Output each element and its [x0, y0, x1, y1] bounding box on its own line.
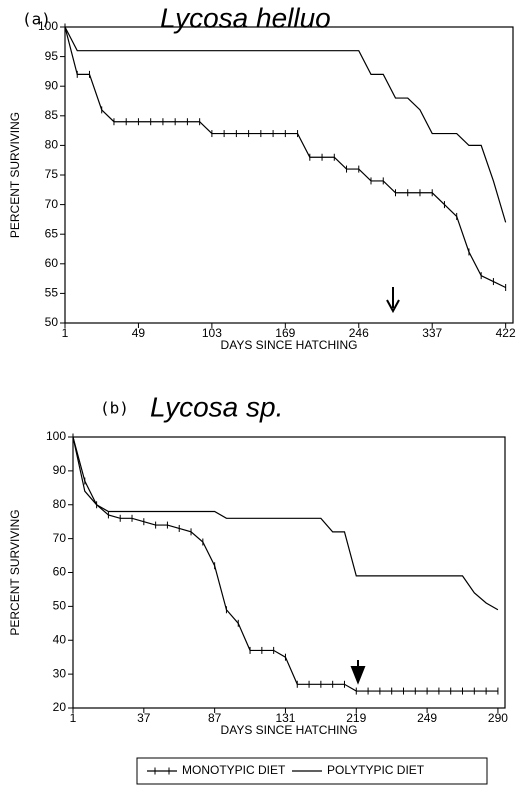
y-tick-label: 20	[53, 700, 67, 714]
y-axis-label: PERCENT SURVIVING	[8, 112, 22, 238]
panel-label: (b)	[100, 399, 129, 418]
y-tick-label: 95	[45, 49, 59, 63]
x-tick-label: 290	[488, 711, 508, 725]
series-line	[72, 436, 498, 692]
y-tick-label: 70	[53, 531, 67, 545]
x-tick-label: 103	[202, 326, 222, 340]
series-line	[72, 436, 499, 611]
y-tick-label: 75	[45, 167, 59, 181]
legend-label: MONOTYPIC DIET	[182, 763, 286, 777]
y-tick-label: 30	[53, 666, 67, 680]
y-tick-label: 65	[45, 226, 59, 240]
y-tick-label: 40	[53, 632, 67, 646]
x-tick-label: 1	[70, 711, 77, 725]
x-tick-label: 169	[275, 326, 295, 340]
x-tick-label: 37	[137, 711, 151, 725]
arrow	[350, 660, 366, 685]
x-axis-label: DAYS SINCE HATCHING	[221, 723, 358, 737]
y-axis-label: PERCENT SURVIVING	[8, 509, 22, 635]
series-line	[64, 26, 506, 289]
chart-title: Lycosa sp.	[150, 391, 283, 422]
x-tick-label: 87	[208, 711, 222, 725]
arrow	[386, 287, 400, 314]
y-tick-label: 80	[45, 138, 59, 152]
x-tick-label: 422	[496, 326, 516, 340]
y-tick-label: 90	[45, 78, 59, 92]
series-line	[64, 26, 507, 223]
y-tick-label: 60	[53, 565, 67, 579]
x-axis-label: DAYS SINCE HATCHING	[221, 338, 358, 352]
x-tick-label: 337	[422, 326, 442, 340]
plot-frame	[72, 436, 506, 709]
legend-box	[136, 757, 488, 785]
y-tick-label: 85	[45, 108, 59, 122]
plot-frame	[64, 26, 514, 324]
x-tick-label: 246	[349, 326, 369, 340]
panel-label: (a)	[22, 10, 51, 29]
y-tick-label: 50	[45, 315, 59, 329]
y-tick-label: 50	[53, 599, 67, 613]
x-tick-label: 131	[275, 711, 295, 725]
chart-title: Lycosa helluo	[160, 2, 331, 33]
x-tick-label: 49	[132, 326, 146, 340]
legend-label: POLYTYPIC DIET	[327, 763, 425, 777]
y-tick-label: 55	[45, 286, 59, 300]
y-tick-label: 80	[53, 497, 67, 511]
y-tick-label: 70	[45, 197, 59, 211]
y-tick-label: 60	[45, 256, 59, 270]
y-tick-label: 90	[53, 463, 67, 477]
y-tick-label: 100	[46, 429, 66, 443]
x-tick-label: 1	[62, 326, 69, 340]
y-tick-label: 100	[38, 19, 58, 33]
x-tick-label: 249	[417, 711, 437, 725]
x-tick-label: 219	[346, 711, 366, 725]
